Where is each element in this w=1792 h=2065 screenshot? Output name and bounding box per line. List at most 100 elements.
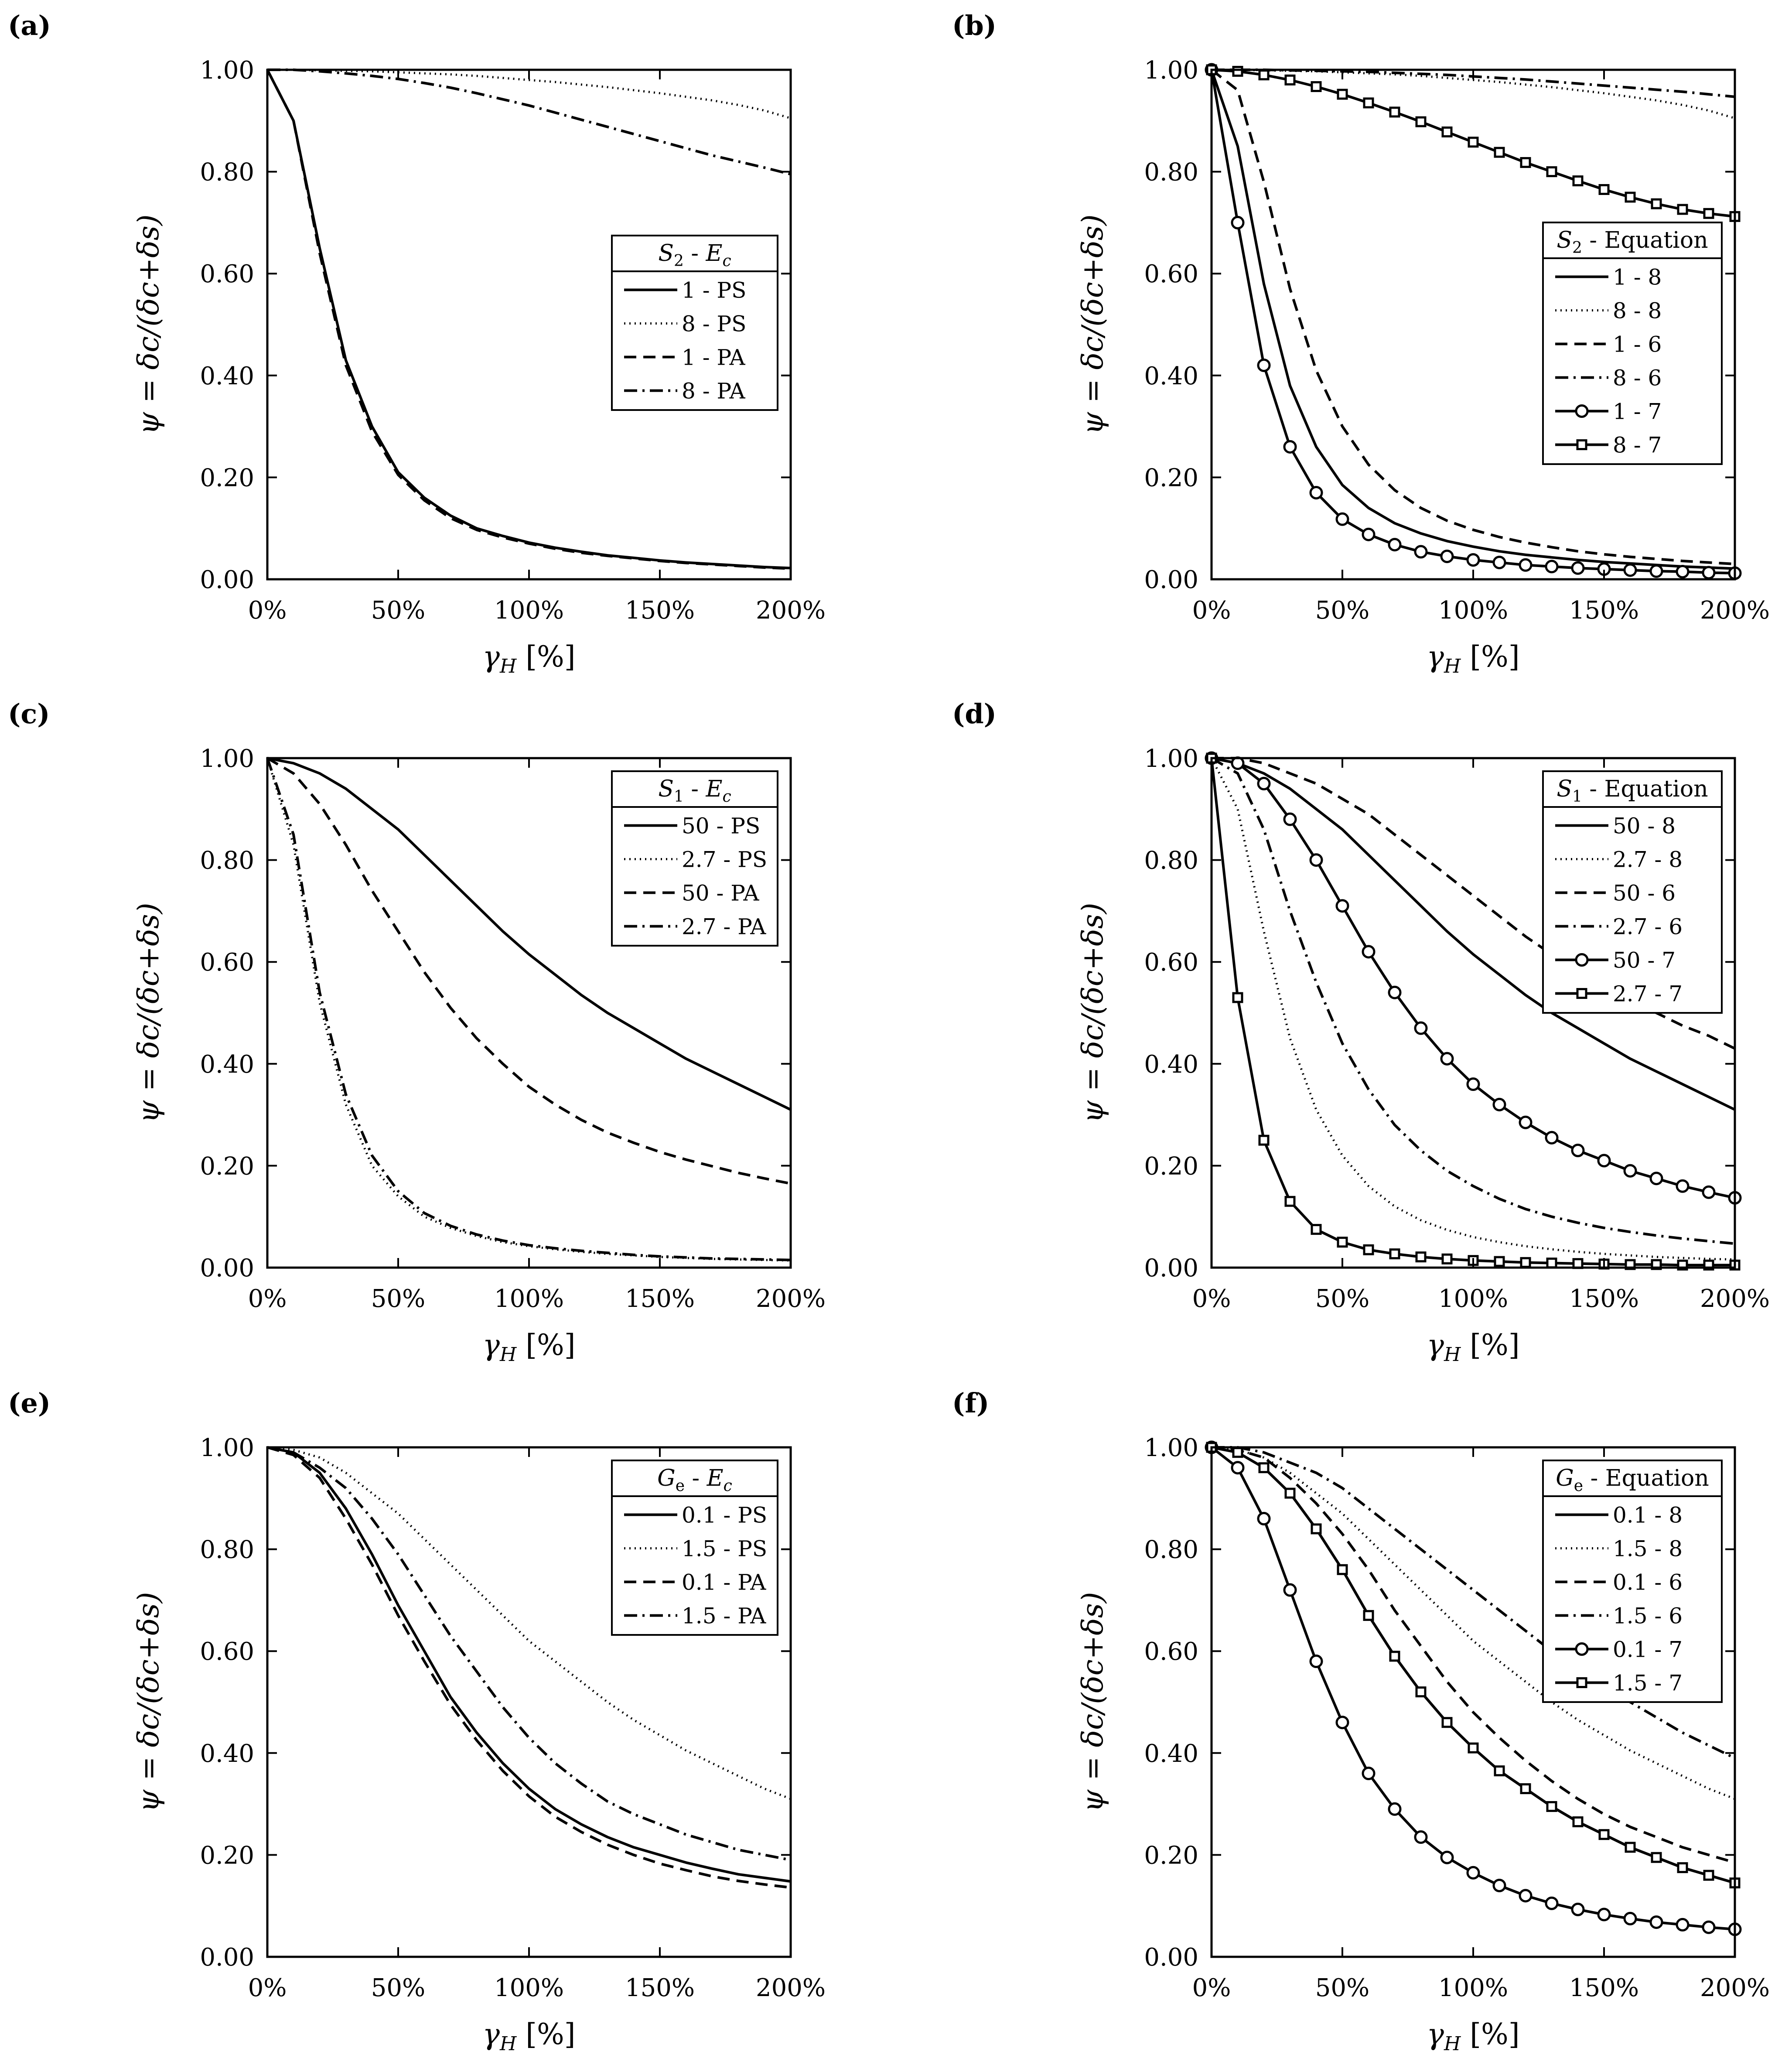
data-point (1441, 1253, 1453, 1265)
x-tick-label: 0% (1192, 1285, 1231, 1313)
data-point (1335, 512, 1349, 526)
data-point (1362, 945, 1376, 959)
data-point (1257, 358, 1271, 372)
legend-entry: 8 - PS (682, 311, 746, 337)
legend-title: S2 - Equation (1556, 227, 1708, 257)
x-tick-label: 200% (1700, 1974, 1770, 2002)
data-point (1546, 1801, 1557, 1812)
y-tick-label: 0.60 (1144, 948, 1198, 977)
legend-box (1542, 770, 1723, 1014)
x-tick-label: 150% (1569, 1974, 1639, 2002)
chart-panel-a: (a) 0% 50% 100% 150% 200% 0.00 0.20 0.40 0.60 0.80… (8, 10, 826, 677)
data-point (1703, 208, 1714, 219)
legend: Ge - Ec 0.1 - PS 1.5 - PS 0.1 - PA 1.5 - PA (611, 1460, 778, 1636)
x-axis-title: γH [%] (482, 1328, 575, 1366)
y-tick-label: 0.80 (1144, 1536, 1198, 1564)
data-point (1492, 1878, 1506, 1892)
x-axis-title: γH [%] (1427, 1328, 1519, 1366)
legend-entry: 2.7 - 6 (1613, 914, 1683, 940)
legend-entry: 8 - 6 (1613, 366, 1662, 391)
legend-title: S2 - Ec (658, 240, 731, 270)
legend: S1 - Equation 50 - 8 2.7 - 8 50 - 6 2.7 - 6 5… (1542, 770, 1723, 1014)
x-tick-label: 100% (1438, 1285, 1508, 1313)
chart-panel-c: (c) 0% 50% 100% 150% 200% 0.00 0.20 0.40 0.60 0.80… (8, 698, 826, 1366)
data-point (1623, 1164, 1637, 1178)
x-tick-label: 0% (1192, 596, 1231, 625)
data-point (1571, 561, 1585, 575)
legend-box (1542, 222, 1723, 465)
legend-entry: 2.7 - PA (682, 914, 766, 940)
y-tick-label: 0.40 (1144, 1740, 1198, 1768)
data-point (1231, 1461, 1245, 1475)
series-line-1-8 (1210, 69, 1735, 570)
data-point (1649, 1915, 1663, 1929)
x-tick-label: 50% (371, 1974, 425, 2002)
data-point (1363, 97, 1374, 109)
chart-panel-d: (d) 0% 50% 100% 150% 200% 0.00 0.20 0.40 0.60 0.80… (952, 698, 1770, 1366)
series-line-2-7-6 (1211, 757, 1735, 1245)
x-tick-label: 100% (494, 1285, 564, 1313)
legend-entry: 2.7 - 8 (1613, 847, 1683, 872)
data-point (1519, 1889, 1533, 1903)
x-tick-label: 100% (494, 596, 564, 625)
x-tick-label: 150% (1569, 596, 1639, 625)
series-line-1-5-8 (1211, 1446, 1735, 1800)
data-point (1598, 184, 1610, 195)
x-tick-label: 50% (1315, 1285, 1369, 1313)
data-point (1702, 566, 1716, 580)
y-tick-label: 1.00 (1144, 745, 1198, 773)
series-line-8-PS (267, 68, 791, 120)
legend-entry: 1 - 7 (1613, 399, 1662, 424)
y-tick-label: 0.20 (1144, 1841, 1198, 1870)
series-line-0-1-PS (267, 1446, 791, 1883)
x-tick-label: 100% (1438, 596, 1508, 625)
data-point (1258, 69, 1270, 81)
data-point (1415, 1251, 1427, 1262)
data-point (1309, 485, 1323, 499)
data-point (1468, 137, 1479, 148)
data-point (1232, 992, 1243, 1003)
data-point (1284, 1196, 1296, 1207)
data-point (1492, 1097, 1506, 1111)
y-tick-label: 0.80 (200, 158, 254, 187)
data-point (1572, 1816, 1584, 1827)
data-point (1257, 1512, 1271, 1526)
x-tick-label: 150% (625, 1974, 695, 2002)
legend-box (611, 770, 778, 947)
legend-entry: 2.7 - 7 (1613, 981, 1683, 1007)
data-point (1311, 81, 1322, 92)
data-point (1494, 1765, 1505, 1777)
data-point (1546, 1257, 1557, 1268)
series-line-1-5-PA (267, 1446, 791, 1862)
data-point (1623, 563, 1637, 577)
data-point (1546, 166, 1557, 178)
legend-entry: 1 - PS (682, 278, 746, 303)
series-line-1-5-PS (267, 1446, 791, 1800)
data-point (1389, 106, 1400, 118)
x-tick-label: 0% (248, 1285, 287, 1313)
data-point (1232, 1447, 1243, 1458)
series-line-50-PS (267, 757, 792, 1111)
data-point (1414, 1021, 1428, 1035)
y-tick-label: 0.80 (1144, 847, 1198, 875)
legend-title: Ge - Equation (1556, 1465, 1709, 1495)
data-point (1572, 175, 1584, 187)
data-point (1520, 1783, 1531, 1795)
legend-entry: 8 - PA (682, 379, 746, 404)
series-line-8-8 (1212, 68, 1735, 120)
y-tick-label: 0.80 (200, 1536, 254, 1564)
data-point (1651, 198, 1662, 209)
data-point (1362, 1767, 1376, 1781)
data-point (1335, 1716, 1349, 1730)
data-point (1414, 545, 1428, 559)
data-point (1492, 555, 1506, 569)
data-point (1677, 1862, 1688, 1874)
data-point (1677, 204, 1688, 215)
data-point (1231, 756, 1245, 770)
data-point (1258, 1462, 1270, 1474)
data-point (1257, 776, 1271, 790)
data-point (1258, 1135, 1270, 1146)
legend-entry: 1.5 - 6 (1613, 1603, 1683, 1629)
x-axis-title: γH [%] (482, 640, 575, 677)
